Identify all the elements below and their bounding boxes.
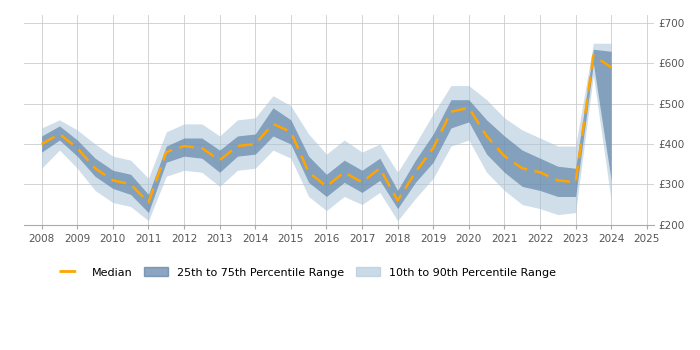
Legend: Median, 25th to 75th Percentile Range, 10th to 90th Percentile Range: Median, 25th to 75th Percentile Range, 1… (55, 263, 561, 282)
